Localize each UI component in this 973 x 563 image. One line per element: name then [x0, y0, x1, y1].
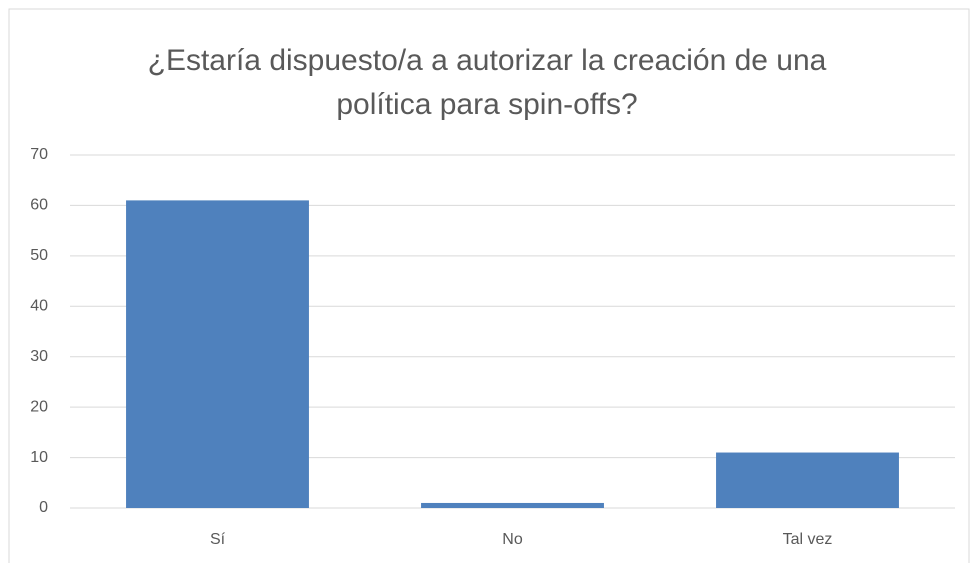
- y-tick-label: 0: [39, 499, 48, 516]
- y-tick-label: 70: [30, 146, 48, 163]
- title-line: política para spin-offs?: [336, 88, 637, 121]
- x-tick-label: Tal vez: [783, 531, 833, 548]
- x-tick-label: No: [502, 531, 523, 548]
- x-tick-label: Sí: [210, 531, 226, 548]
- y-tick-label: 40: [30, 298, 48, 315]
- y-tick-label: 30: [30, 348, 48, 365]
- y-tick-label: 10: [30, 449, 48, 466]
- y-tick-label: 20: [30, 398, 48, 415]
- bar: [716, 452, 899, 508]
- y-tick-label: 50: [30, 247, 48, 264]
- bar: [421, 502, 604, 508]
- y-tick-label: 60: [30, 197, 48, 214]
- title-line: ¿Estaría dispuesto/a a autorizar la crea…: [148, 44, 827, 77]
- chart-title: ¿Estaría dispuesto/a a autorizar la crea…: [148, 44, 827, 121]
- bar: [126, 200, 309, 508]
